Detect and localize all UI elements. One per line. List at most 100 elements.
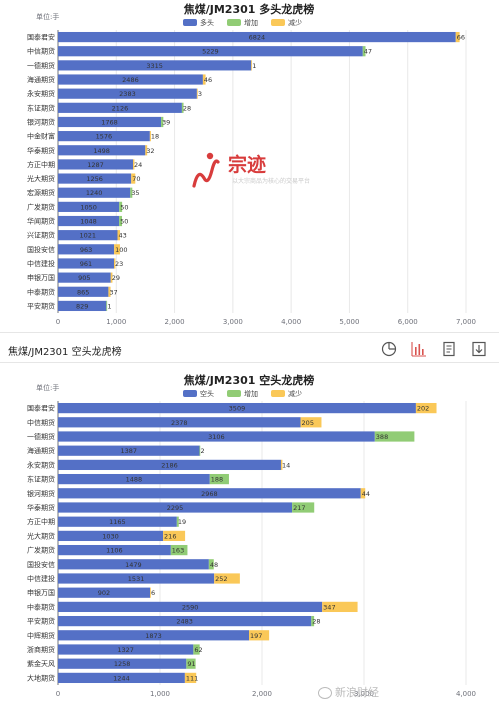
chart2-data-label-空头-7: 2295 — [167, 504, 184, 512]
chart2-bar-空头-18 — [58, 658, 187, 669]
data-view-icon[interactable] — [441, 341, 457, 357]
chart1-category-label-13: 华闻期货 — [27, 217, 55, 226]
chart1-bar-多头-5 — [58, 102, 182, 113]
chart2-category-label-3: 海通期货 — [27, 446, 55, 455]
chart1-legend-label-1: 增加 — [244, 18, 258, 27]
chart2-bar-减少-9 — [163, 530, 186, 542]
pie-chart-icon[interactable] — [381, 341, 397, 357]
chart2-bar-空头-8 — [58, 516, 177, 527]
chart1-bar-减少-7 — [149, 131, 151, 142]
chart1-data-label-多头-10: 1256 — [86, 175, 103, 183]
watermark-mark-icon — [192, 152, 220, 188]
chart1-data-label-多头-4: 2383 — [119, 90, 136, 98]
chart2-legend-swatch-2 — [271, 390, 285, 397]
chart1-data-label-减少-15: 100 — [115, 246, 127, 254]
chart1-data-label-增加-12: 50 — [120, 203, 128, 211]
watermark-tagline: 以大宗商品为核心的交易平台 — [232, 178, 311, 185]
chart1-legend-label-0: 多头 — [200, 18, 214, 27]
chart2-bar-增加-15 — [311, 615, 315, 627]
chart1-data-label-减少-14: 43 — [119, 232, 127, 240]
chart2-bar-空头-17 — [58, 644, 194, 655]
chart2-data-label-减少-6: 44 — [362, 490, 370, 498]
chart1-data-label-减少-18: 37 — [109, 288, 117, 296]
chart2-data-label-减少-0: 202 — [417, 405, 429, 413]
chart2-category-label-2: 一德期货 — [27, 432, 55, 441]
chart1-category-label-1: 中信期货 — [27, 47, 55, 56]
chart2-data-label-增加-3: 2 — [200, 447, 204, 455]
chart1-bar-减少-0 — [455, 31, 460, 43]
chart2-category-label-12: 中信建投 — [27, 574, 55, 583]
chart2-bar-空头-16 — [58, 630, 250, 641]
chart2-data-label-空头-2: 3106 — [208, 433, 225, 441]
chart2-category-label-19: 大地期货 — [27, 673, 55, 682]
chart2-data-label-减少-16: 197 — [250, 632, 262, 640]
chart1-bar-多头-13 — [58, 215, 120, 227]
chart1-data-label-增加-11: 35 — [131, 189, 139, 197]
chart2-category-label-6: 银河期货 — [27, 489, 55, 498]
chart2-bar-减少-0 — [415, 402, 437, 414]
chart2-data-label-增加-2: 388 — [376, 433, 388, 441]
chart1-category-label-5: 东证期货 — [27, 103, 55, 112]
chart1-category-label-8: 华泰期货 — [27, 146, 55, 155]
chart1-x-tick-4: 4,000 — [281, 318, 301, 326]
chart2-bar-增加-10 — [170, 544, 188, 556]
chart2-bar-增加-2 — [374, 431, 415, 442]
chart1-data-label-多头-0: 6824 — [249, 34, 266, 42]
chart1-bar-减少-16 — [114, 258, 116, 269]
chart2-data-label-空头-18: 1258 — [114, 660, 131, 668]
chart1-x-tick-5: 5,000 — [339, 318, 359, 326]
chart1-bar-多头-2 — [58, 60, 252, 71]
chart2-data-label-空头-16: 1873 — [145, 632, 162, 640]
chart1-bar-减少-14 — [117, 230, 121, 241]
chart2-data-label-增加-5: 188 — [211, 476, 223, 484]
chart2-bar-空头-7 — [58, 502, 293, 513]
chart1-category-label-18: 中泰期货 — [27, 287, 55, 296]
chart1-bar-增加-5 — [181, 102, 184, 113]
chart1-x-tick-2: 2,000 — [165, 318, 185, 326]
chart1-data-label-增加-6: 39 — [162, 118, 170, 126]
chart1-data-label-多头-16: 961 — [80, 260, 92, 268]
chart2-category-label-13: 申银万国 — [27, 588, 55, 597]
chart2-data-label-增加-8: 19 — [178, 518, 186, 526]
chart1-data-label-多头-1: 5229 — [202, 48, 219, 56]
chart2-x-tick-0: 0 — [56, 690, 60, 698]
chart1-category-label-17: 申银万国 — [27, 273, 55, 282]
chart2-data-label-空头-9: 1030 — [102, 532, 119, 540]
chart2-legend-swatch-0 — [183, 390, 197, 397]
chart2-category-label-10: 广发期货 — [27, 546, 55, 555]
chart1-data-label-减少-9: 24 — [134, 161, 142, 169]
chart2-bar-减少-16 — [249, 630, 270, 641]
bar-chart-icon[interactable] — [411, 341, 427, 357]
chart1-bar-增加-13 — [119, 215, 122, 227]
chart1-data-label-多头-5: 2126 — [112, 104, 129, 112]
chart2-bar-减少-14 — [322, 601, 358, 613]
chart2-bar-空头-13 — [58, 587, 151, 598]
chart2-bar-空头-0 — [58, 402, 416, 414]
chart2-bar-空头-11 — [58, 559, 209, 570]
chart1-bar-多头-14 — [58, 230, 118, 241]
chart2-data-label-增加-17: 62 — [194, 646, 202, 654]
chart2-bar-减少-19 — [184, 672, 197, 684]
chart1-data-label-减少-10: 70 — [132, 175, 140, 183]
chart2-data-label-减少-12: 252 — [215, 575, 227, 583]
chart2-x-tick-3: 3,000 — [354, 690, 374, 698]
chart1-bar-多头-11 — [58, 187, 131, 198]
chart1-data-label-增加-1: 47 — [364, 48, 372, 56]
chart2-bar-减少-1 — [300, 417, 322, 428]
chart2-bar-增加-3 — [199, 445, 201, 456]
chart1-data-label-多头-2: 3315 — [146, 62, 163, 70]
chart1-x-tick-1: 1,000 — [106, 318, 126, 326]
download-icon[interactable] — [471, 341, 487, 357]
watermark-footer-text: 新浪财经 — [335, 686, 379, 699]
chart2-bar-减少-12 — [214, 573, 240, 584]
chart1-unit-label: 单位:手 — [36, 12, 59, 21]
chart1-bar-增加-1 — [362, 46, 366, 57]
chart1-x-tick-6: 6,000 — [398, 318, 418, 326]
weibo-icon — [318, 687, 332, 699]
chart2-category-label-7: 华泰期货 — [27, 503, 55, 512]
chart1-title: 焦煤/JM2301 多头龙虎榜 — [183, 2, 315, 16]
chart1-data-label-多头-14: 1021 — [79, 232, 96, 240]
chart1-category-label-4: 永安期货 — [27, 89, 55, 98]
